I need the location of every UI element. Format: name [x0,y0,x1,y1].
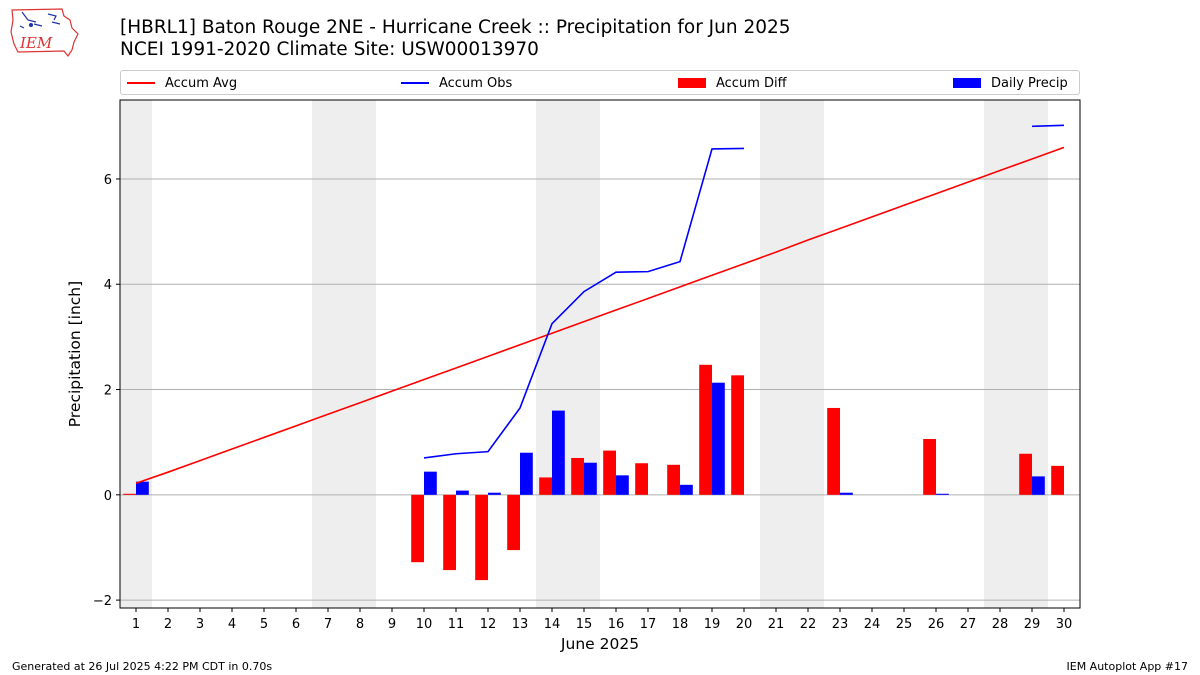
daily-precip-bar-day-10 [424,471,437,495]
y-axis-label: Precipitation [inch] [66,281,84,427]
accum-diff-bar-day-16 [603,450,616,495]
logo-text: IEM [19,34,53,52]
footer-generated: Generated at 26 Jul 2025 4:22 PM CDT in … [12,660,273,673]
daily-precip-bar-day-16 [616,475,629,495]
weekend-band-4 [760,100,824,608]
x-tick-label-11: 11 [448,617,465,632]
daily-precip-bar-day-19 [712,382,725,495]
x-tick-label-18: 18 [672,617,689,632]
legend-label-accum-diff: Accum Diff [716,75,787,91]
y-tick-label-4: 4 [104,278,112,293]
iem-logo: IEM [10,8,79,58]
daily-precip-bar-day-29 [1032,476,1045,495]
x-tick-label-24: 24 [864,617,881,632]
accum-diff-bar-day-18 [667,464,680,495]
daily-precip-bar-day-26 [936,493,949,495]
plot-frame [119,99,1081,609]
x-tick-label-20: 20 [736,617,753,632]
accum-diff-bar-day-26 [923,439,936,495]
weekend-band-1 [120,100,152,608]
x-tick-label-28: 28 [992,617,1009,632]
x-tick-label-2: 2 [164,617,172,632]
legend-entry-daily-precip: Daily Precip [953,75,1068,91]
accum-diff-bar-day-30 [1051,465,1064,495]
x-tick-label-8: 8 [356,617,364,632]
x-tick-label-21: 21 [768,617,785,632]
chart-title: [HBRL1] Baton Rouge 2NE - Hurricane Cree… [120,17,791,61]
daily-precip-bar-day-18 [680,484,693,495]
title-line-2: NCEI 1991-2020 Climate Site: USW00013970 [120,39,539,60]
x-tick-label-7: 7 [324,617,332,632]
accum-diff-bar-day-15 [571,457,584,495]
weekend-band-2 [312,100,376,608]
legend-label-accum-avg: Accum Avg [165,75,238,91]
legend-entry-accum-diff: Accum Diff [678,75,787,91]
legend-swatch-accum-obs [401,82,429,84]
x-tick-label-4: 4 [228,617,236,632]
x-tick-label-1: 1 [132,617,140,632]
accum-diff-bar-day-20 [731,375,744,495]
legend: Accum Avg Accum Obs Accum Diff Daily Pre… [120,70,1080,95]
y-tick-label--2: −2 [93,594,112,609]
accum-diff-bar-day-13 [507,494,520,551]
legend-entry-accum-obs: Accum Obs [401,75,512,91]
y-tick-label-6: 6 [104,173,112,188]
x-axis-label: June 2025 [560,635,639,653]
x-tick-label-25: 25 [896,617,913,632]
daily-precip-bar-day-1 [136,481,149,495]
x-tick-label-3: 3 [196,617,204,632]
x-tick-label-19: 19 [704,617,721,632]
daily-precip-bar-day-14 [552,410,565,495]
daily-precip-bar-day-23 [840,492,853,495]
weekend-band-3 [536,100,600,608]
accum-diff-bar-day-17 [635,463,648,495]
accum-diff-bar-day-19 [699,364,712,495]
legend-entry-accum-avg: Accum Avg [127,75,237,91]
x-tick-label-30: 30 [1056,617,1073,632]
x-tick-label-15: 15 [576,617,593,632]
legend-label-daily-precip: Daily Precip [991,75,1068,91]
daily-precip-bar-day-12 [488,492,501,495]
x-tick-label-9: 9 [388,617,396,632]
accum-avg-line-segment-1 [135,146,1065,484]
accum-diff-bar-day-23 [827,407,840,495]
legend-label-accum-obs: Accum Obs [439,75,513,91]
x-tick-label-10: 10 [416,617,433,632]
accum-diff-bar-day-14 [539,477,552,495]
x-tick-label-27: 27 [960,617,977,632]
x-tick-label-5: 5 [260,617,268,632]
x-tick-label-26: 26 [928,617,945,632]
legend-swatch-accum-avg [127,82,155,84]
y-tick-label-2: 2 [104,384,112,399]
daily-precip-bar-day-13 [520,452,533,495]
x-tick-label-17: 17 [640,617,657,632]
daily-precip-bar-day-15 [584,462,597,495]
y-tick-label-0: 0 [104,489,112,504]
accum-diff-bar-day-1 [123,493,136,495]
x-tick-label-13: 13 [512,617,529,632]
x-tick-label-16: 16 [608,617,625,632]
accum-diff-bar-day-12 [475,494,488,581]
accum-diff-bar-day-29 [1019,453,1032,495]
accum-obs-line-segment-1 [423,147,745,459]
x-tick-label-29: 29 [1024,617,1041,632]
legend-swatch-daily-precip [953,78,981,88]
legend-swatch-accum-diff [678,78,706,88]
daily-precip-bar-day-11 [456,490,469,495]
x-tick-label-22: 22 [800,617,817,632]
footer-app: IEM Autoplot App #17 [1066,660,1189,673]
x-tick-label-6: 6 [292,617,300,632]
x-tick-label-14: 14 [544,617,561,632]
accum-obs-line-segment-2 [1031,124,1065,128]
weekend-band-5 [984,100,1048,608]
x-tick-label-12: 12 [480,617,497,632]
title-line-1: [HBRL1] Baton Rouge 2NE - Hurricane Cree… [120,17,791,38]
x-tick-label-23: 23 [832,617,849,632]
accum-diff-bar-day-11 [443,494,456,571]
accum-diff-bar-day-10 [411,494,424,563]
